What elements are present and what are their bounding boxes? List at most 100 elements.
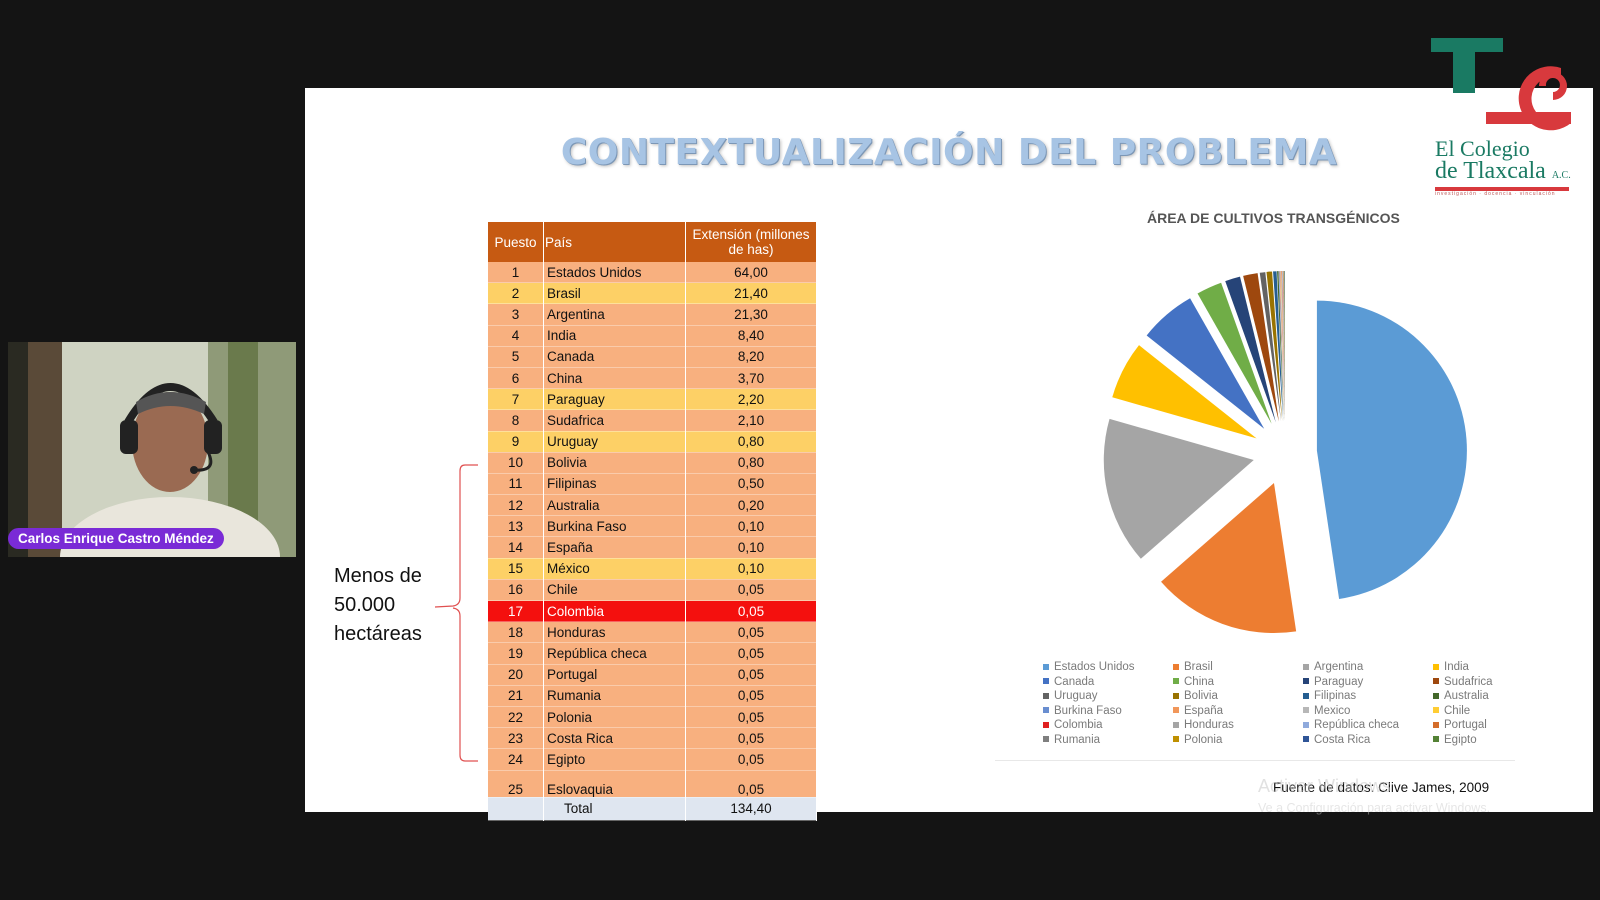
legend-item: Argentina (1303, 661, 1433, 673)
value-cell: 0,10 (685, 515, 817, 538)
rank-cell: 20 (488, 664, 544, 686)
legend-swatch (1433, 707, 1439, 714)
value-cell: 3,70 (685, 367, 817, 390)
table-row: 23 Costa Rica 0,05 (488, 727, 817, 750)
participant-name-badge: Carlos Enrique Castro Méndez (8, 528, 224, 549)
data-source: Fuente de datos: Clive James, 2009 (1273, 780, 1490, 795)
legend-swatch (1043, 692, 1049, 699)
pie-slice-china (1197, 282, 1272, 424)
value-cell: 0,05 (685, 706, 817, 729)
table-row-highlighted: 17 Colombia 0,05 (488, 600, 817, 623)
legend-label: Costa Rica (1314, 733, 1371, 746)
table-row: 25 Eslovaquia 0,05 (488, 770, 817, 798)
total-empty-cell (488, 797, 544, 821)
legend-label: República checa (1314, 719, 1400, 731)
logo-tagline: investigación · docencia · vinculación (1435, 191, 1556, 197)
legend-label: Brasil (1184, 661, 1213, 673)
rank-cell: 22 (488, 706, 544, 729)
table-row: 22 Polonia 0,05 (488, 706, 817, 729)
table-row: 10 Bolivia 0,80 (488, 452, 817, 474)
value-cell: 0,05 (685, 600, 817, 623)
legend-item: Egipto (1433, 734, 1523, 746)
legend-label: India (1444, 661, 1469, 673)
legend-swatch (1173, 663, 1179, 670)
legend-divider (995, 760, 1515, 761)
country-cell: Eslovaquia (543, 770, 686, 798)
legend-label: Honduras (1184, 719, 1234, 731)
table-header-row: Puesto País Extensión (millones de has) (488, 222, 817, 262)
total-label: Total (543, 797, 686, 821)
table-row: 3 Argentina 21,30 (488, 303, 817, 326)
legend-swatch (1173, 707, 1179, 714)
pie-slice-sudafrica (1243, 273, 1279, 422)
table-row: 5 Canada 8,20 (488, 346, 817, 368)
chart-legend: Estados Unidos Brasil Argentina India Canada… (1043, 661, 1513, 746)
country-cell: Sudafrica (543, 409, 686, 432)
legend-label: Argentina (1314, 661, 1364, 673)
legend-swatch (1303, 736, 1309, 743)
legend-item: España (1173, 705, 1303, 717)
value-cell: 0,10 (685, 536, 817, 559)
legend-swatch (1433, 678, 1439, 685)
legend-swatch (1043, 663, 1049, 670)
curly-brace (434, 464, 478, 762)
legend-swatch (1433, 721, 1439, 728)
legend-label: España (1184, 704, 1224, 717)
country-cell: Uruguay (543, 431, 686, 453)
value-cell: 0,05 (685, 642, 817, 665)
legend-label: Uruguay (1054, 690, 1098, 702)
table-total-row: Total 134,40 (488, 797, 817, 821)
pie-slice-rep-blica-checa (1282, 271, 1285, 422)
rank-cell: 21 (488, 685, 544, 707)
legend-swatch (1433, 663, 1439, 670)
country-cell: Argentina (543, 303, 686, 326)
legend-item: Honduras (1173, 719, 1303, 731)
rank-cell: 24 (488, 748, 544, 771)
value-cell: 0,05 (685, 621, 817, 644)
annotation-line: Menos de (334, 565, 422, 587)
value-cell: 0,05 (685, 579, 817, 602)
rank-cell: 3 (488, 303, 544, 326)
country-cell: Burkina Faso (543, 515, 686, 538)
legend-label: Portugal (1444, 719, 1487, 731)
pie-slice-bolivia (1266, 271, 1283, 422)
annotation-line: hectáreas (334, 623, 422, 645)
legend-label: Burkina Faso (1054, 704, 1122, 717)
value-cell: 0,05 (685, 685, 817, 707)
rank-cell: 10 (488, 452, 544, 474)
legend-item: Burkina Faso (1043, 705, 1173, 717)
table-row: 12 Australia 0,20 (488, 494, 817, 517)
rank-cell: 2 (488, 282, 544, 305)
pie-slice-polonia (1283, 271, 1285, 422)
value-cell: 64,00 (685, 262, 817, 284)
rank-cell: 12 (488, 494, 544, 517)
legend-item: China (1173, 676, 1303, 688)
legend-swatch (1433, 736, 1439, 743)
table-row: 2 Brasil 21,40 (488, 282, 817, 305)
country-cell: Brasil (543, 282, 686, 305)
slide-title: CONTEXTUALIZACIÓN DEL PROBLEMA (560, 132, 1338, 173)
legend-label: Filipinas (1314, 690, 1357, 702)
table-row: 11 Filipinas 0,50 (488, 473, 817, 496)
legend-item: Australia (1433, 690, 1523, 702)
legend-item: Costa Rica (1303, 734, 1433, 746)
legend-item: Portugal (1433, 719, 1523, 731)
pie-slice-filipinas (1273, 271, 1284, 422)
participant-video[interactable] (8, 342, 296, 557)
rank-cell: 16 (488, 579, 544, 602)
rank-cell: 18 (488, 621, 544, 644)
country-cell: Australia (543, 494, 686, 517)
country-cell: Rumania (543, 685, 686, 707)
rank-cell: 9 (488, 431, 544, 453)
legend-swatch (1173, 678, 1179, 685)
value-cell: 0,50 (685, 473, 817, 496)
legend-label: Rumania (1054, 733, 1101, 746)
rank-cell: 5 (488, 346, 544, 368)
legend-item: Uruguay (1043, 690, 1173, 702)
legend-swatch (1303, 692, 1309, 699)
header-extension: Extensión (millones de has) (685, 222, 817, 262)
legend-item: República checa (1303, 719, 1433, 731)
rank-cell: 1 (488, 262, 544, 284)
legend-swatch (1043, 678, 1049, 685)
pie-slice-india (1112, 345, 1257, 439)
